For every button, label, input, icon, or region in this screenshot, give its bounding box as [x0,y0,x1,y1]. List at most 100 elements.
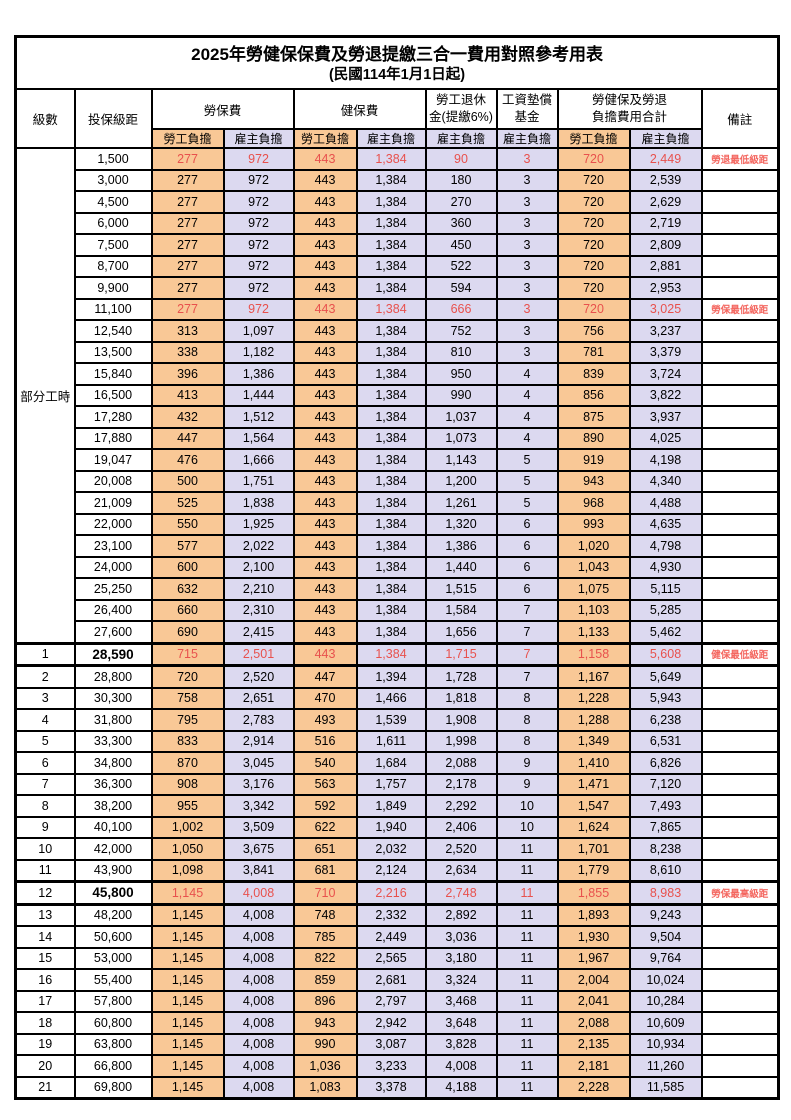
value-cell-pension-er: 3,648 [424,1011,498,1035]
value-cell-health-er: 3,378 [355,1075,427,1100]
value-cell-labor-er: 972 [222,147,295,171]
note-cell [700,426,780,450]
value-cell-total-emp: 875 [556,405,631,429]
level-cell: 16 [14,968,76,992]
value-cell-health-er: 1,384 [355,190,427,214]
value-cell-labor-emp: 1,145 [150,1054,225,1078]
table-row: 24,000 600 2,100 443 1,384 1,440 6 1,043 4,930 [16,555,780,579]
value-cell-total-emp: 1,893 [556,903,631,927]
value-cell-total-er: 3,237 [628,319,703,343]
value-cell-pension-er: 1,386 [424,534,498,558]
value-cell-pension-er: 3,036 [424,925,498,949]
value-cell-pension-er: 2,406 [424,815,498,839]
header-wage-fund-line2: 基金 [514,110,540,124]
value-cell-total-emp: 1,158 [556,641,631,667]
value-cell-pension-er: 90 [424,147,498,171]
value-cell-labor-er: 4,008 [222,968,295,992]
table-row: 15 53,000 1,145 4,008 822 2,565 3,180 11 1,967 9,… [14,946,780,970]
header-labor-insurance: 勞保費 [150,88,295,130]
bracket-cell: 17,880 [73,426,153,450]
value-cell-total-er: 3,937 [628,405,703,429]
table-row: 11 43,900 1,098 3,841 681 2,124 2,634 11 1,779 8,… [14,858,780,883]
value-cell-total-emp: 2,228 [556,1075,631,1100]
level-cell: 12 [14,880,76,906]
value-cell-total-emp: 1,624 [556,815,631,839]
table-row: 11,100 277 972 443 1,384 666 3 720 3,025 勞保最低級距 [16,297,780,321]
bracket-cell: 7,500 [73,233,153,257]
value-cell-labor-er: 2,310 [222,598,295,622]
note-cell [700,512,780,536]
level-cell: 21 [14,1075,76,1100]
subheader-total-employee: 勞工負擔 [556,128,631,149]
value-cell-wage-er: 11 [495,903,559,927]
value-cell-total-emp: 720 [556,168,631,192]
bracket-cell: 11,100 [73,297,153,321]
bracket-cell: 17,280 [73,405,153,429]
level-cell: 10 [14,837,76,861]
value-cell-pension-er: 810 [424,340,498,364]
value-cell-total-emp: 1,547 [556,794,631,818]
value-cell-health-er: 1,384 [355,641,427,667]
note-cell [700,708,780,732]
value-cell-labor-emp: 1,145 [150,1032,225,1056]
table-row: 17,880 447 1,564 443 1,384 1,073 4 890 4,025 [16,426,780,450]
value-cell-total-emp: 1,967 [556,946,631,970]
value-cell-labor-er: 2,651 [222,686,295,710]
value-cell-labor-emp: 1,145 [150,925,225,949]
value-cell-health-emp: 540 [292,751,358,775]
value-cell-pension-er: 180 [424,168,498,192]
table-row: 7,500 277 972 443 1,384 450 3 720 2,809 [16,233,780,257]
value-cell-wage-er: 3 [495,254,559,278]
note-cell [700,577,780,601]
bracket-cell: 4,500 [73,190,153,214]
value-cell-health-er: 3,233 [355,1054,427,1078]
value-cell-pension-er: 666 [424,297,498,321]
table-title-cell: 2025年勞健保保費及勞退提繳三合一費用對照參考用表 (民國114年1月1日起) [14,35,780,90]
value-cell-labor-emp: 432 [150,405,225,429]
header-wage-fund-line1: 工資墊償 [501,93,552,108]
value-cell-health-emp: 622 [292,815,358,839]
value-cell-labor-emp: 277 [150,233,225,257]
note-cell [700,233,780,257]
value-cell-labor-er: 972 [222,233,295,257]
value-cell-health-er: 1,384 [355,491,427,515]
table-row: 22,000 550 1,925 443 1,384 1,320 6 993 4,635 [16,512,780,536]
level-cell: 4 [14,708,76,732]
value-cell-pension-er: 1,200 [424,469,498,493]
level-cell: 19 [14,1032,76,1056]
value-cell-total-er: 3,822 [628,383,703,407]
value-cell-pension-er: 2,634 [424,858,498,883]
bracket-cell: 42,000 [73,837,153,861]
value-cell-health-emp: 443 [292,512,358,536]
value-cell-health-er: 1,466 [355,686,427,710]
value-cell-health-er: 2,216 [355,880,427,906]
value-cell-total-er: 8,983 [628,880,703,906]
note-cell [700,1054,780,1078]
level-cell: 8 [14,794,76,818]
value-cell-labor-er: 1,564 [222,426,295,450]
header-row-sub: 勞工負擔 雇主負擔 勞工負擔 雇主負擔 雇主負擔 雇主負擔 勞工負擔 雇主負擔 [16,128,779,149]
value-cell-pension-er: 450 [424,233,498,257]
page-title: 2025年勞健保保費及勞退提繳三合一費用對照參考用表 [191,45,603,65]
value-cell-labor-er: 972 [222,190,295,214]
note-cell [700,751,780,775]
note-cell [700,362,780,386]
value-cell-labor-emp: 277 [150,211,225,235]
value-cell-total-er: 10,024 [628,968,703,992]
value-cell-health-er: 2,797 [355,989,427,1013]
table-row: 3 30,300 758 2,651 470 1,466 1,818 8 1,228 5,943 [14,686,780,710]
value-cell-total-er: 3,724 [628,362,703,386]
table-row: 21 69,800 1,145 4,008 1,083 3,378 4,188 11 2,228… [14,1075,780,1100]
value-cell-pension-er: 1,818 [424,686,498,710]
note-cell [700,1032,780,1056]
value-cell-pension-er: 3,468 [424,989,498,1013]
value-cell-total-emp: 1,103 [556,598,631,622]
value-cell-health-emp: 896 [292,989,358,1013]
value-cell-wage-er: 11 [495,880,559,906]
level-cell: 11 [14,858,76,883]
header-pension-line2: 金(提繳6%) [429,110,493,124]
value-cell-labor-er: 972 [222,297,295,321]
value-cell-wage-er: 7 [495,598,559,622]
value-cell-labor-emp: 476 [150,448,225,472]
note-cell [700,620,780,644]
